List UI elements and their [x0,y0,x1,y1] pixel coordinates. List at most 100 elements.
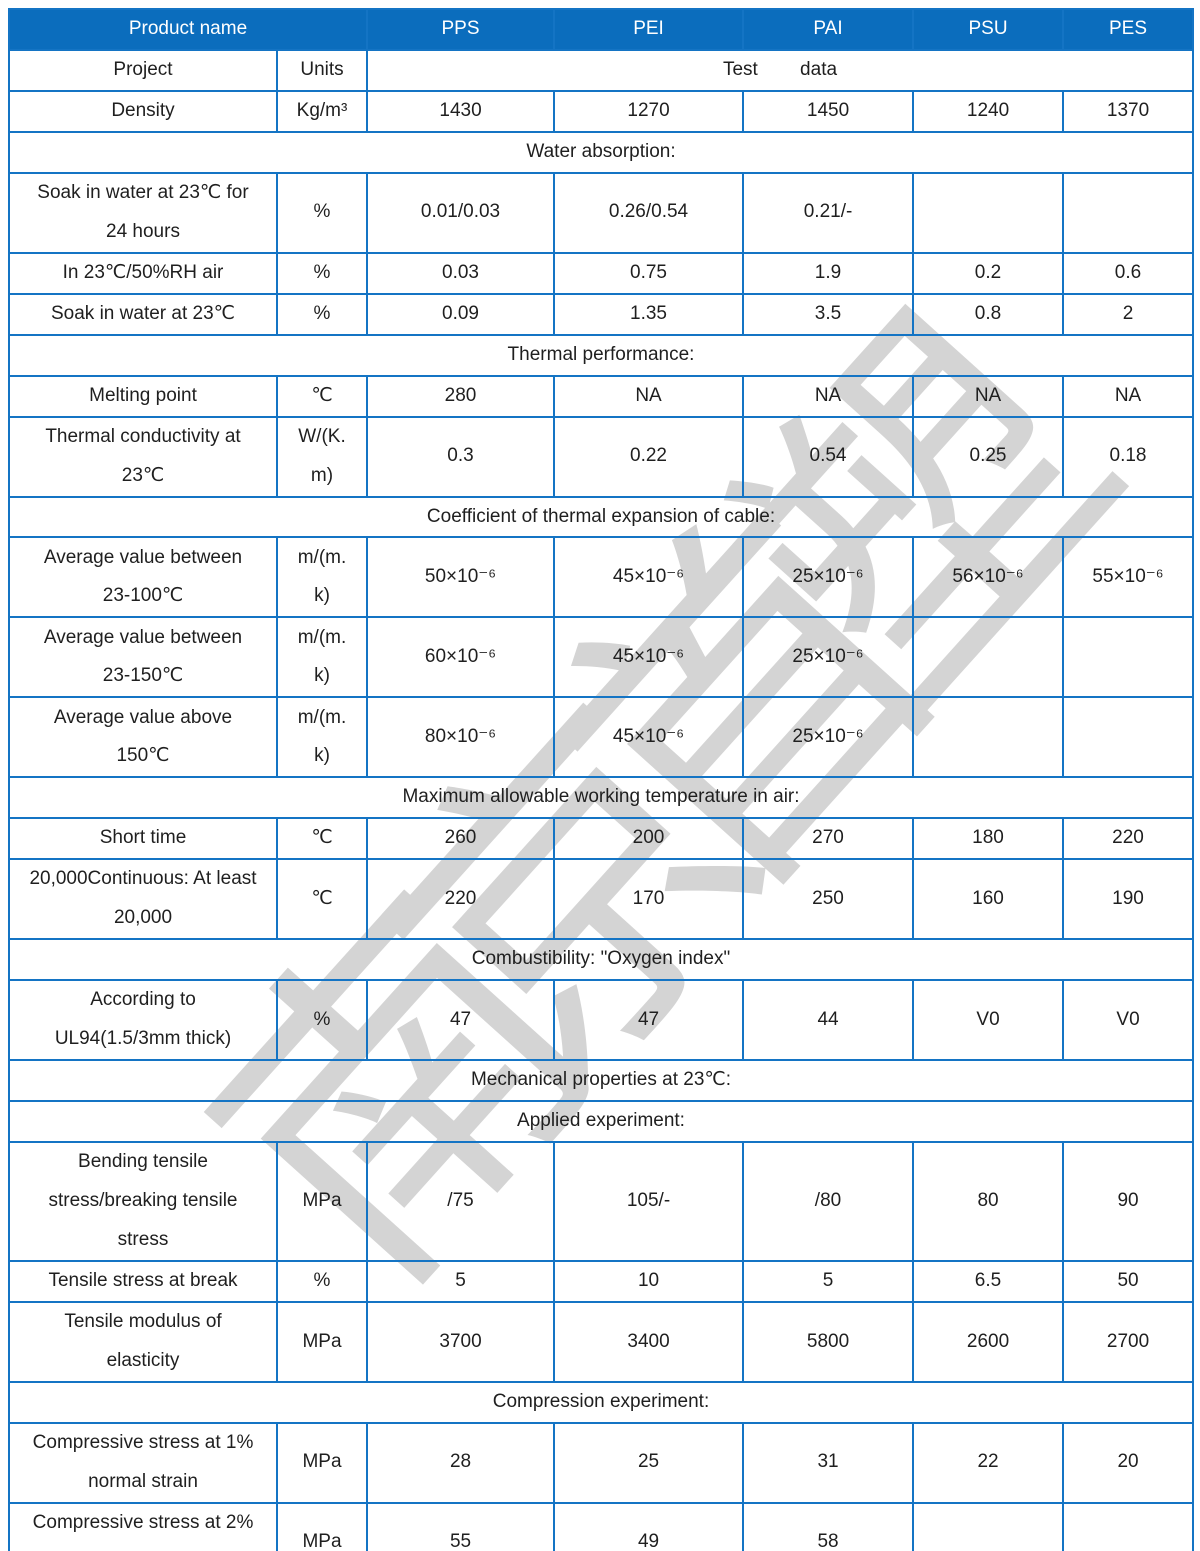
row-label: 20,000Continuous: At least 20,000 [8,858,278,941]
row-label: According to UL94(1.5/3mm thick) [8,979,278,1062]
value-cell: 0.26/0.54 [553,171,745,254]
value-cell: 0.09 [366,292,556,336]
value-cell: 50 [1062,1260,1195,1304]
value-cell: 2700 [1062,1301,1195,1384]
section-label: Maximum allowable working temperature in… [7,776,1195,820]
table-row-compressive-2pct: Compressive stress at 2% normal strain M… [8,1501,1195,1551]
value-cell: 0.03 [366,251,556,295]
value-cell: 1.9 [742,251,915,295]
table-row-melting-point: Melting point ℃ 280 NA NA NA NA [8,374,1195,418]
section-label: Thermal performance: [7,333,1195,377]
project-header-cell: Project [8,48,278,92]
value-cell: 3700 [366,1301,556,1384]
value-cell: 0.21/- [742,171,915,254]
row-label: Compressive stress at 1% normal strain [8,1422,278,1504]
value-cell: 170 [553,858,745,941]
table-row-tensile-modulus: Tensile modulus of elasticity MPa 3700 3… [8,1301,1195,1384]
section-row-thermal-expansion: Coefficient of thermal expansion of cabl… [7,495,1195,539]
row-label: Compressive stress at 2% normal strain [8,1501,278,1551]
unit-cell: Kg/m³ [275,89,369,133]
value-cell [1062,696,1195,779]
unit-cell: MPa [275,1422,369,1504]
value-cell: 0.25 [912,415,1065,498]
value-cell: 0.01/0.03 [366,171,556,254]
unit-cell: ℃ [275,858,369,941]
section-row-thermal-performance: Thermal performance: [7,333,1195,377]
column-header-pei: PEI [553,8,745,51]
row-label: Soak in water at 23℃ [8,292,278,336]
unit-cell: % [275,292,369,336]
value-cell [912,1501,1065,1551]
value-cell: 10 [553,1260,745,1304]
unit-cell: m/(m. k) [275,696,369,779]
value-cell [912,616,1065,699]
table-row-ul94: According to UL94(1.5/3mm thick) % 47 47… [8,979,1195,1062]
row-label: In 23℃/50%RH air [8,251,278,295]
row-label: Tensile stress at break [8,1260,278,1304]
value-cell: 90 [1062,1141,1195,1263]
section-label: Mechanical properties at 23℃: [7,1059,1195,1103]
value-cell: 25 [553,1422,745,1504]
row-label: Bending tensile stress/breaking tensile … [8,1141,278,1263]
value-cell: NA [1062,374,1195,418]
value-cell: 160 [912,858,1065,941]
unit-cell: MPa [275,1501,369,1551]
value-cell: V0 [912,979,1065,1062]
value-cell: 270 [742,817,915,861]
value-cell: 3400 [553,1301,745,1384]
row-label: Melting point [8,374,278,418]
value-cell: 45×10⁻⁶ [553,536,745,619]
value-cell: 55×10⁻⁶ [1062,536,1195,619]
row-label: Average value between 23-100℃ [8,536,278,619]
value-cell: V0 [1062,979,1195,1062]
table-row-continuous: 20,000Continuous: At least 20,000 ℃ 220 … [8,858,1195,941]
value-cell: 0.2 [912,251,1065,295]
value-cell: 20 [1062,1422,1195,1504]
value-cell: 49 [553,1501,745,1551]
header-row: Product name PPS PEI PAI PSU PES [7,8,1195,51]
unit-cell: W/(K. m) [275,415,369,498]
value-cell: 44 [742,979,915,1062]
value-cell: 45×10⁻⁶ [553,696,745,779]
value-cell: 0.22 [553,415,745,498]
table-row-avg-23-100: Average value between 23-100℃ m/(m. k) 5… [8,536,1195,619]
value-cell: 220 [366,858,556,941]
value-cell: 1.35 [553,292,745,336]
table-row-compressive-1pct: Compressive stress at 1% normal strain M… [8,1422,1195,1504]
section-label: Applied experiment: [7,1100,1195,1144]
unit-cell: ℃ [275,374,369,418]
table-row-short-time: Short time ℃ 260 200 270 180 220 [8,817,1195,861]
unit-cell: % [275,979,369,1062]
subheader-row: Project Units Test data [8,48,1195,92]
table-row-thermal-conductivity: Thermal conductivity at 23℃ W/(K. m) 0.3… [8,415,1195,498]
table-row-avg-23-150: Average value between 23-150℃ m/(m. k) 6… [8,616,1195,699]
value-cell: 5 [366,1260,556,1304]
section-row-max-working-temp: Maximum allowable working temperature in… [7,776,1195,820]
column-header-psu: PSU [912,8,1065,51]
value-cell: 190 [1062,858,1195,941]
unit-cell: m/(m. k) [275,616,369,699]
unit-cell: m/(m. k) [275,536,369,619]
section-row-compression-experiment: Compression experiment: [7,1381,1195,1424]
table-row-rh-air: In 23℃/50%RH air % 0.03 0.75 1.9 0.2 0.6 [8,251,1195,295]
value-cell: 5800 [742,1301,915,1384]
value-cell: 0.8 [912,292,1065,336]
section-label: Compression experiment: [7,1381,1195,1424]
value-cell: 25×10⁻⁶ [742,696,915,779]
value-cell: 50×10⁻⁶ [366,536,556,619]
section-row-combustibility: Combustibility: "Oxygen index" [7,938,1195,982]
unit-cell: % [275,171,369,254]
value-cell: NA [553,374,745,418]
value-cell: 80 [912,1141,1065,1263]
value-cell: 200 [553,817,745,861]
value-cell: 60×10⁻⁶ [366,616,556,699]
value-cell: 25×10⁻⁶ [742,536,915,619]
value-cell: /80 [742,1141,915,1263]
row-label: Soak in water at 23℃ for 24 hours [8,171,278,254]
value-cell [1062,1501,1195,1551]
value-cell: 220 [1062,817,1195,861]
column-header-pps: PPS [366,8,556,51]
value-cell: 1430 [366,89,556,133]
column-header-pes: PES [1062,8,1195,51]
